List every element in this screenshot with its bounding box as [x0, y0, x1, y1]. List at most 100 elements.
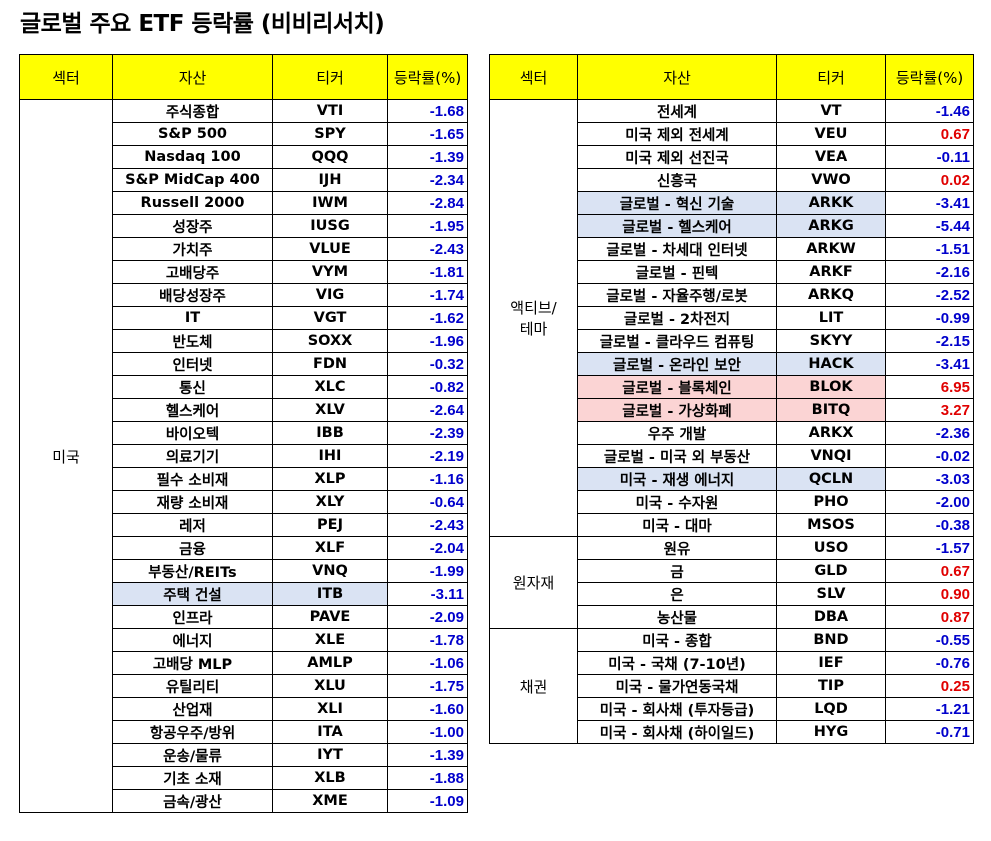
- ticker-symbol: XLP: [272, 467, 388, 491]
- asset-name: 인터넷: [112, 352, 273, 376]
- asset-name: 성장주: [112, 214, 273, 238]
- ticker-symbol: PHO: [776, 490, 886, 514]
- header-ticker: 티커: [776, 54, 886, 100]
- ticker-symbol: IJH: [272, 168, 388, 192]
- ticker-symbol: IYT: [272, 743, 388, 767]
- asset-name: 미국 - 국채 (7-10년): [577, 651, 777, 675]
- asset-name: 고배당주: [112, 260, 273, 284]
- asset-name: Russell 2000: [112, 191, 273, 215]
- asset-name: 헬스케어: [112, 398, 273, 422]
- table-row: 산업재 XLI -1.60: [20, 697, 468, 721]
- ticker-symbol: XLY: [272, 490, 388, 514]
- ticker-symbol: BITQ: [776, 398, 886, 422]
- change-value: -3.41: [885, 191, 974, 215]
- ticker-symbol: VGT: [272, 306, 388, 330]
- ticker-symbol: ARKQ: [776, 283, 886, 307]
- change-value: -0.32: [387, 352, 468, 376]
- sector-cell: 미국: [19, 99, 113, 813]
- ticker-symbol: IBB: [272, 421, 388, 445]
- sector-cell: 원자재: [489, 536, 578, 629]
- change-value: -0.02: [885, 444, 974, 468]
- table-row: 반도체 SOXX -1.96: [20, 329, 468, 353]
- change-value: -1.81: [387, 260, 468, 284]
- ticker-symbol: XLU: [272, 674, 388, 698]
- asset-name: 필수 소비재: [112, 467, 273, 491]
- ticker-symbol: VNQI: [776, 444, 886, 468]
- table-row: 미국 - 수자원 PHO -2.00: [490, 490, 974, 514]
- table-row: Nasdaq 100 QQQ -1.39: [20, 145, 468, 169]
- ticker-symbol: XLB: [272, 766, 388, 790]
- header-sector: 섹터: [489, 54, 578, 100]
- table-row: 주택 건설 ITB -3.11: [20, 582, 468, 606]
- change-value: -1.06: [387, 651, 468, 675]
- change-value: -2.09: [387, 605, 468, 629]
- ticker-symbol: ITB: [272, 582, 388, 606]
- asset-name: 미국 제외 전세계: [577, 122, 777, 146]
- ticker-symbol: VEU: [776, 122, 886, 146]
- table-row: IT VGT -1.62: [20, 306, 468, 330]
- table-row: 레저 PEJ -2.43: [20, 513, 468, 537]
- ticker-symbol: ARKK: [776, 191, 886, 215]
- change-value: -2.34: [387, 168, 468, 192]
- ticker-symbol: SOXX: [272, 329, 388, 353]
- change-value: -2.64: [387, 398, 468, 422]
- table-header-row: 섹터 자산 티커 등락률(%): [19, 54, 468, 100]
- change-value: 0.87: [885, 605, 974, 629]
- sector-cell: 액티브/ 테마: [489, 99, 578, 537]
- ticker-symbol: MSOS: [776, 513, 886, 537]
- change-value: -1.39: [387, 145, 468, 169]
- asset-name: 의료기기: [112, 444, 273, 468]
- ticker-symbol: IUSG: [272, 214, 388, 238]
- asset-name: 글로벌 - 혁신 기술: [577, 191, 777, 215]
- ticker-symbol: FDN: [272, 352, 388, 376]
- ticker-symbol: QQQ: [272, 145, 388, 169]
- asset-name: 글로벌 - 2차전지: [577, 306, 777, 330]
- change-value: 0.67: [885, 122, 974, 146]
- table-row: 미국 주식종합 VTI -1.68: [19, 99, 468, 813]
- ticker-symbol: ARKW: [776, 237, 886, 261]
- change-value: -2.00: [885, 490, 974, 514]
- ticker-symbol: VEA: [776, 145, 886, 169]
- change-value: -0.38: [885, 513, 974, 537]
- ticker-symbol: XME: [272, 789, 388, 813]
- asset-name: 글로벌 - 클라우드 컴퓨팅: [577, 329, 777, 353]
- asset-name: 미국 - 대마: [577, 513, 777, 537]
- change-value: -5.44: [885, 214, 974, 238]
- asset-name: 부동산/REITs: [112, 559, 273, 583]
- asset-name: 금융: [112, 536, 273, 560]
- asset-name: 항공우주/방위: [112, 720, 273, 744]
- change-value: 0.02: [885, 168, 974, 192]
- change-value: -1.95: [387, 214, 468, 238]
- ticker-symbol: ARKX: [776, 421, 886, 445]
- ticker-symbol: XLI: [272, 697, 388, 721]
- change-value: -1.68: [387, 99, 468, 123]
- ticker-symbol: LIT: [776, 306, 886, 330]
- asset-name: S&P 500: [112, 122, 273, 146]
- change-value: -3.03: [885, 467, 974, 491]
- table-row: 금융 XLF -2.04: [20, 536, 468, 560]
- table-row: 우주 개발 ARKX -2.36: [490, 421, 974, 445]
- change-value: 0.90: [885, 582, 974, 606]
- table-row: 미국 - 회사채 (투자등급) LQD -1.21: [490, 697, 974, 721]
- table-row: 미국 - 물가연동국채 TIP 0.25: [490, 674, 974, 698]
- change-value: -1.65: [387, 122, 468, 146]
- table-row: 글로벌 - 블록체인 BLOK 6.95: [490, 375, 974, 399]
- change-value: 0.67: [885, 559, 974, 583]
- table-row: 미국 - 재생 에너지 QCLN -3.03: [490, 467, 974, 491]
- table-row: 배당성장주 VIG -1.74: [20, 283, 468, 307]
- asset-name: 산업재: [112, 697, 273, 721]
- ticker-symbol: IWM: [272, 191, 388, 215]
- ticker-symbol: HACK: [776, 352, 886, 376]
- ticker-symbol: XLF: [272, 536, 388, 560]
- ticker-symbol: VT: [776, 99, 886, 123]
- ticker-symbol: TIP: [776, 674, 886, 698]
- change-value: -1.74: [387, 283, 468, 307]
- change-value: -2.84: [387, 191, 468, 215]
- change-value: -1.78: [387, 628, 468, 652]
- table-row: 운송/물류 IYT -1.39: [20, 743, 468, 767]
- change-value: -2.15: [885, 329, 974, 353]
- asset-name: S&P MidCap 400: [112, 168, 273, 192]
- asset-name: 전세계: [577, 99, 777, 123]
- table-row: 고배당 MLP AMLP -1.06: [20, 651, 468, 675]
- table-row: 글로벌 - 혁신 기술 ARKK -3.41: [490, 191, 974, 215]
